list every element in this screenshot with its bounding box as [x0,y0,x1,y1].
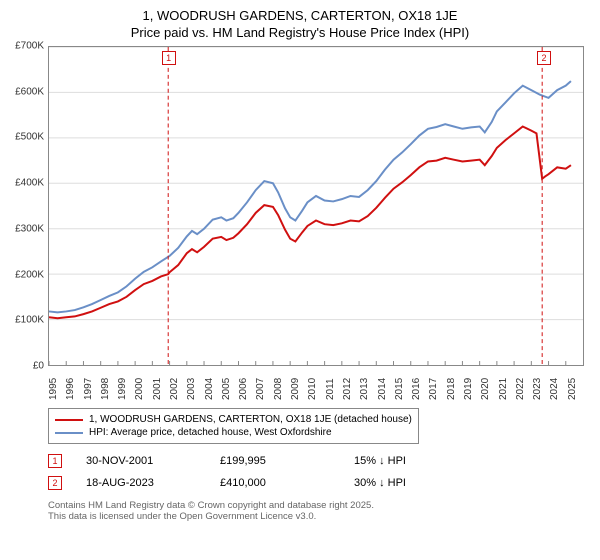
x-tick-label: 2002 [169,378,180,400]
x-tick-label: 1996 [65,378,76,400]
legend-label: 1, WOODRUSH GARDENS, CARTERTON, OX18 1JE… [89,414,412,425]
x-tick-label: 2006 [238,378,249,400]
footnote-vs-hpi: 30% ↓ HPI [354,477,464,489]
footnote-marker: 1 [48,454,62,468]
x-tick-label: 2013 [359,378,370,400]
y-tick-label: £0 [33,361,44,372]
y-tick-label: £400K [15,178,44,189]
x-tick-label: 2022 [515,378,526,400]
legend-item: HPI: Average price, detached house, West… [55,426,412,439]
x-tick-label: 2019 [463,378,474,400]
legend-item: 1, WOODRUSH GARDENS, CARTERTON, OX18 1JE… [55,413,412,426]
x-tick-label: 2009 [290,378,301,400]
y-tick-label: £700K [15,41,44,52]
x-tick-label: 2023 [532,378,543,400]
footnotes: 1 30-NOV-2001 £199,995 15% ↓ HPI 2 18-AUG-202… [48,450,592,494]
series-pricepaid [49,127,571,319]
attribution-line1: Contains HM Land Registry data © Crown c… [48,500,592,511]
x-tick-label: 2015 [394,378,405,400]
chart-title: 1, WOODRUSH GARDENS, CARTERTON, OX18 1JE [8,8,592,23]
y-tick-label: £200K [15,269,44,280]
x-tick-label: 2016 [411,378,422,400]
legend: 1, WOODRUSH GARDENS, CARTERTON, OX18 1JE… [48,408,419,444]
attribution: Contains HM Land Registry data © Crown c… [48,500,592,522]
x-tick-label: 1998 [100,378,111,400]
footnote-marker: 2 [48,476,62,490]
x-tick-label: 2020 [480,378,491,400]
x-tick-label: 2011 [325,378,336,400]
footnote-price: £199,995 [220,455,330,467]
x-tick-label: 2003 [186,378,197,400]
y-tick-label: £100K [15,315,44,326]
y-tick-label: £600K [15,86,44,97]
line-series [49,47,583,365]
x-tick-label: 1999 [117,378,128,400]
sale-marker-2: 2 [537,51,551,65]
y-axis-ticks: £0£100K£200K£300K£400K£500K£600K£700K [8,46,48,366]
footnote-vs-hpi: 15% ↓ HPI [354,455,464,467]
x-tick-label: 2004 [204,378,215,400]
x-tick-label: 2021 [498,378,509,400]
legend-swatch [55,432,83,434]
x-tick-label: 2024 [549,378,560,400]
footnote-date: 30-NOV-2001 [86,455,196,467]
x-tick-label: 2014 [377,378,388,400]
x-tick-label: 2012 [342,378,353,400]
footnote-row: 2 18-AUG-2023 £410,000 30% ↓ HPI [48,472,592,494]
x-tick-label: 2000 [134,378,145,400]
x-tick-label: 2007 [255,378,266,400]
chart-container: £0£100K£200K£300K£400K£500K£600K£700K 12… [8,46,592,406]
footnote-price: £410,000 [220,477,330,489]
x-tick-label: 2018 [446,378,457,400]
x-tick-label: 2008 [273,378,284,400]
plot-area: 12 [48,46,584,366]
legend-swatch [55,419,83,421]
footnote-row: 1 30-NOV-2001 £199,995 15% ↓ HPI [48,450,592,472]
legend-label: HPI: Average price, detached house, West… [89,427,332,438]
attribution-line2: This data is licensed under the Open Gov… [48,511,592,522]
y-tick-label: £300K [15,223,44,234]
x-tick-label: 2001 [152,378,163,400]
series-hpi [49,81,571,312]
x-tick-label: 1997 [83,378,94,400]
chart-subtitle: Price paid vs. HM Land Registry's House … [8,25,592,40]
x-tick-label: 2025 [567,378,578,400]
x-tick-label: 2005 [221,378,232,400]
x-axis-ticks: 1995 1996 1997 1998 1999 2000 2001 2002 2003 2004… [48,366,584,406]
footnote-date: 18-AUG-2023 [86,477,196,489]
x-tick-label: 2017 [428,378,439,400]
x-tick-label: 1995 [48,378,59,400]
x-tick-label: 2010 [307,378,318,400]
sale-marker-1: 1 [162,51,176,65]
y-tick-label: £500K [15,132,44,143]
